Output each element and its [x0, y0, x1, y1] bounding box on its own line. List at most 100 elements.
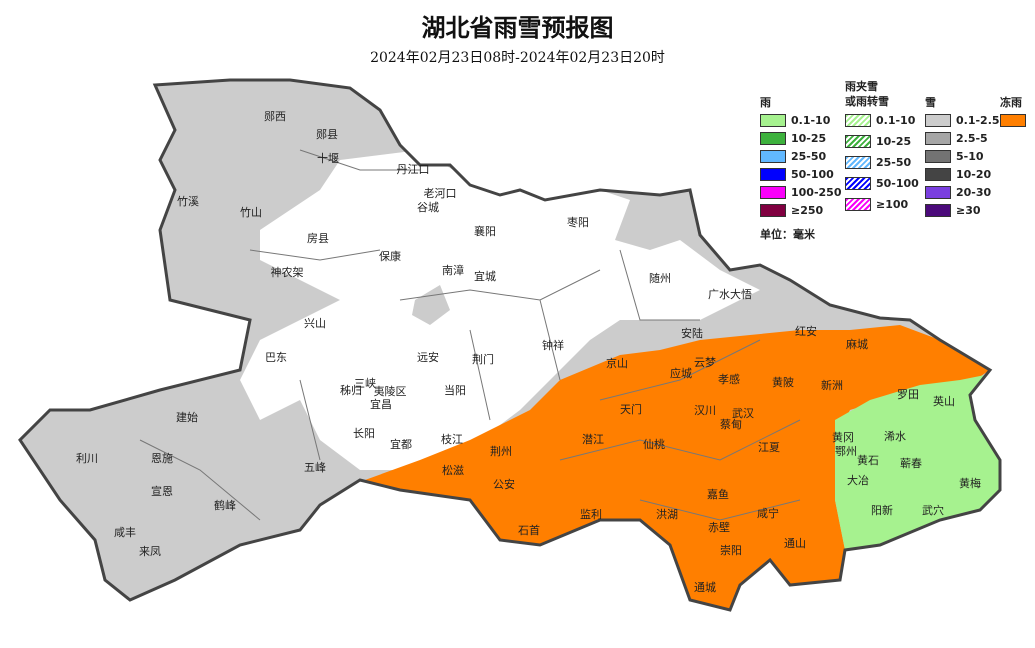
legend-item: 10-20: [925, 168, 991, 181]
legend-item-label: ≥30: [956, 204, 981, 217]
legend-item: 25-50: [760, 150, 826, 163]
legend-item: 50-100: [845, 177, 919, 190]
city-label: 老河口: [424, 187, 457, 200]
legend-item: 100-250: [760, 186, 842, 199]
legend-swatch: [925, 204, 951, 217]
city-label: 蕲春: [900, 457, 922, 470]
city-label: 郧西: [264, 110, 286, 123]
legend-item-label: 10-20: [956, 168, 992, 181]
city-label: 谷城: [417, 201, 439, 214]
city-label: 红安: [795, 324, 817, 338]
city-label: 黄石: [857, 453, 879, 467]
city-label: 宜昌: [370, 397, 392, 411]
legend-item: 50-100: [760, 168, 834, 181]
city-label: 保康: [379, 249, 401, 263]
city-label: 云梦: [694, 356, 716, 369]
legend-item-label: 50-100: [876, 177, 919, 190]
light-rain-area: [835, 375, 1000, 550]
city-label: 秭归: [340, 383, 362, 397]
city-label: 天门: [620, 402, 642, 416]
city-label: 石首: [518, 523, 540, 537]
city-label: 英山: [933, 394, 955, 408]
city-label: 孝感: [718, 373, 740, 386]
city-label: 蔡甸: [720, 418, 742, 431]
legend-mixed-label-1: 雨夹雪: [845, 80, 878, 93]
freezing-rain-area: [365, 325, 990, 610]
city-label: 赤壁: [708, 520, 730, 534]
city-label: 襄阳: [474, 224, 496, 238]
legend-item-label: 0.1-10: [876, 114, 916, 127]
legend-swatch: [845, 135, 871, 148]
city-label: 阳新: [871, 503, 893, 517]
legend-swatch: [845, 198, 871, 211]
city-label: 松滋: [442, 463, 464, 477]
city-label: 武汉: [732, 407, 754, 420]
city-label: 黄陂: [772, 375, 794, 389]
city-label: 应城: [670, 366, 692, 380]
city-label: 五峰: [304, 461, 326, 474]
legend-item: 0.1-10: [845, 114, 915, 127]
city-label: 京山: [606, 356, 628, 370]
legend-item-label: ≥100: [876, 198, 909, 211]
city-label: 浠水: [884, 429, 906, 443]
city-label: 潜江: [582, 432, 604, 446]
city-label: 新洲: [821, 378, 843, 392]
legend-swatch: [925, 168, 951, 181]
legend-swatch: [760, 204, 786, 217]
city-label: 竹溪: [177, 194, 199, 208]
city-label: 钟祥: [542, 338, 564, 352]
legend-swatch: [760, 132, 786, 145]
city-label: 鄂州: [835, 445, 857, 458]
city-label: 竹山: [240, 205, 262, 219]
snow-patch: [412, 285, 450, 325]
city-label: 荆门: [472, 352, 494, 366]
legend-swatch: [845, 177, 871, 190]
freezing-rain-swatch: [1000, 114, 1026, 127]
legend-item: 10-25: [845, 135, 911, 148]
city-label: 崇阳: [720, 544, 742, 557]
city-label: 鹤峰: [214, 498, 236, 512]
no-precip-area: [240, 150, 760, 470]
legend-item: 0.1-2.5: [925, 114, 1000, 127]
city-label: 枣阳: [567, 216, 589, 229]
legend-unit: 单位：毫米: [760, 228, 815, 241]
legend-item-label: 50-100: [791, 168, 834, 181]
city-label: 宣恩: [151, 484, 173, 498]
legend-item-label: 2.5-5: [956, 132, 988, 145]
legend-swatch: [925, 132, 951, 145]
legend-item: 10-25: [760, 132, 826, 145]
city-label: 汉川: [694, 404, 716, 417]
legend-item-label: 5-10: [956, 150, 984, 163]
city-label: 仙桃: [643, 437, 665, 451]
city-label: 宜都: [390, 437, 412, 451]
city-label: 南漳: [442, 263, 464, 277]
legend-swatch: [925, 150, 951, 163]
city-label: 黄冈: [832, 430, 854, 444]
legend-swatch: [845, 114, 871, 127]
city-label: 夷陵区: [374, 385, 407, 398]
city-label: 咸丰: [114, 526, 136, 539]
city-label: 公安: [493, 477, 515, 491]
legend-item-label: 25-50: [876, 156, 912, 169]
legend-swatch: [760, 168, 786, 181]
legend-item-label: 10-25: [876, 135, 912, 148]
legend-rain-label: 雨: [760, 96, 771, 109]
city-label: 荆州: [490, 445, 512, 458]
legend-item: 5-10: [925, 150, 984, 163]
legend-item: ≥30: [925, 204, 981, 217]
county-borders: [139, 149, 801, 521]
city-label: 建始: [176, 410, 198, 424]
legend-item-label: 20-30: [956, 186, 992, 199]
legend-item: ≥250: [760, 204, 823, 217]
city-label: 通山: [784, 537, 806, 550]
city-label: 丹江口: [397, 163, 430, 176]
city-label: 当阳: [444, 383, 466, 397]
legend-swatch: [760, 186, 786, 199]
legend-swatch: [760, 150, 786, 163]
legend-mixed-label-2: 或雨转雪: [845, 95, 889, 108]
legend-item-label: ≥250: [791, 204, 824, 217]
city-label: 咸宁: [757, 506, 779, 520]
legend-item: 20-30: [925, 186, 991, 199]
city-label: 安陆: [681, 326, 703, 340]
